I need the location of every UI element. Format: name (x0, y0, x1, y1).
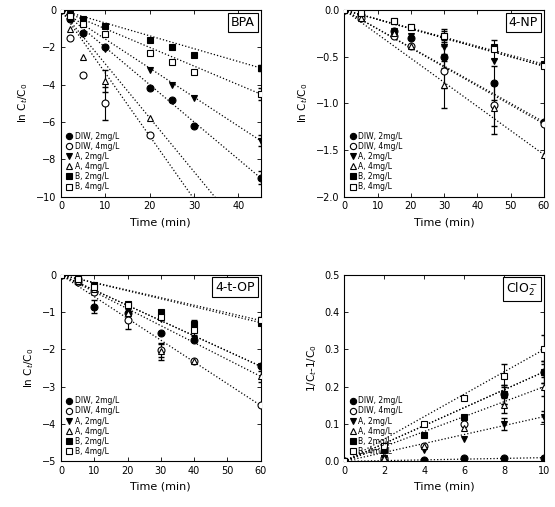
Legend: DIW, 2mg/L, DIW, 4mg/L, A, 2mg/L, A, 4mg/L, B, 2mg/L, B, 4mg/L: DIW, 2mg/L, DIW, 4mg/L, A, 2mg/L, A, 4mg… (65, 130, 120, 193)
Legend: DIW, 2mg/L, DIW, 4mg/L, A, 2mg/L, A, 4mg/L, B, 2mg/L, B, 4mg/L: DIW, 2mg/L, DIW, 4mg/L, A, 2mg/L, A, 4mg… (348, 395, 404, 457)
Legend: DIW, 2mg/L, DIW, 4mg/L, A, 2mg/L, A, 4mg/L, B, 2mg/L, B, 4mg/L: DIW, 2mg/L, DIW, 4mg/L, A, 2mg/L, A, 4mg… (65, 395, 120, 457)
Y-axis label: ln C$_t$/C$_0$: ln C$_t$/C$_0$ (17, 83, 31, 124)
Text: BPA: BPA (231, 16, 255, 29)
X-axis label: Time (min): Time (min) (414, 217, 475, 227)
Legend: DIW, 2mg/L, DIW, 4mg/L, A, 2mg/L, A, 4mg/L, B, 2mg/L, B, 4mg/L: DIW, 2mg/L, DIW, 4mg/L, A, 2mg/L, A, 4mg… (348, 130, 404, 193)
Y-axis label: ln C$_t$/C$_0$: ln C$_t$/C$_0$ (297, 83, 310, 124)
Text: 4-NP: 4-NP (509, 16, 538, 29)
Y-axis label: 1/C$_t$-1/C$_0$: 1/C$_t$-1/C$_0$ (305, 344, 319, 392)
X-axis label: Time (min): Time (min) (130, 482, 191, 492)
Y-axis label: ln C$_t$/C$_0$: ln C$_t$/C$_0$ (22, 348, 36, 388)
X-axis label: Time (min): Time (min) (130, 217, 191, 227)
Text: ClO$_2^-$: ClO$_2^-$ (506, 280, 538, 298)
X-axis label: Time (min): Time (min) (414, 482, 475, 492)
Text: 4-t-OP: 4-t-OP (215, 280, 255, 294)
